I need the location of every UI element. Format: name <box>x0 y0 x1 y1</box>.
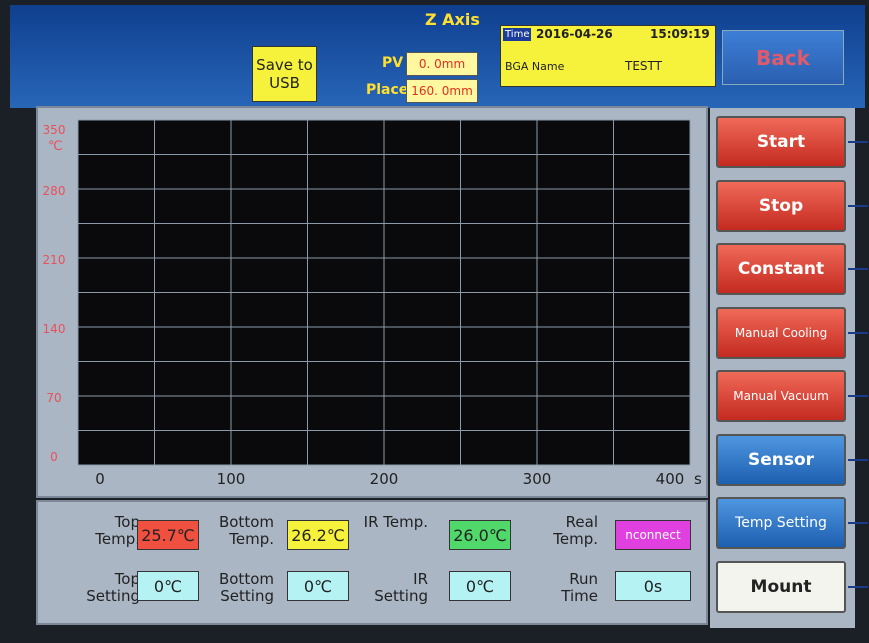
button-indicator <box>848 205 868 207</box>
y-tick-label: 70 <box>46 391 61 405</box>
clock: 15:09:19 <box>650 27 710 41</box>
y-tick-label: 350 <box>43 123 66 137</box>
side-button[interactable]: Start <box>716 116 846 168</box>
x-tick-label: 0 <box>95 470 105 488</box>
setting-label: Top Setting <box>72 571 140 605</box>
y-tick-label: 0 <box>50 450 58 464</box>
x-tick-label: 300 <box>523 470 552 488</box>
y-axis-label: ℃ <box>48 139 63 154</box>
button-indicator <box>848 586 868 588</box>
reading-label: Top Temp. <box>72 514 140 548</box>
y-tick-label: 210 <box>43 253 66 267</box>
side-button[interactable]: Manual Vacuum <box>716 370 846 422</box>
button-indicator <box>848 395 868 397</box>
pv-label: PV <box>382 55 403 71</box>
screen: Save to USB Z Axis PV 0. 0mm Place 160. … <box>0 0 869 643</box>
button-indicator <box>848 459 868 461</box>
reading-value: nconnect <box>615 520 691 550</box>
x-tick-label: 400 <box>656 470 685 488</box>
button-indicator <box>848 141 868 143</box>
side-button[interactable]: Temp Setting <box>716 497 846 549</box>
chart: 0 100 200 300 400 0 70 140 210 280 350 s ℃ <box>40 108 705 496</box>
setting-label: IR Setting <box>360 571 428 605</box>
date: 2016-04-26 <box>536 27 613 41</box>
side-button[interactable]: Sensor <box>716 434 846 486</box>
setting-label: Run Time <box>530 571 598 605</box>
button-indicator <box>848 268 868 270</box>
z-axis-title: Z Axis <box>425 10 480 29</box>
side-button[interactable]: Mount <box>716 561 846 613</box>
side-button[interactable]: Manual Cooling <box>716 307 846 359</box>
x-axis-label: s <box>694 470 702 488</box>
side-button[interactable]: Constant <box>716 243 846 295</box>
place-label: Place <box>366 82 408 98</box>
save-button[interactable]: Save to USB <box>252 46 317 102</box>
pv-value: 0. 0mm <box>406 52 478 76</box>
reading-value: 25.7℃ <box>137 520 199 550</box>
setting-value[interactable]: 0s <box>615 571 691 601</box>
bga-value: TESTT <box>625 59 662 73</box>
button-indicator <box>848 522 868 524</box>
x-tick-label: 200 <box>370 470 399 488</box>
reading-value: 26.2℃ <box>287 520 349 550</box>
reading-label: Real Temp. <box>530 514 598 548</box>
button-indicator <box>848 332 868 334</box>
y-tick-label: 280 <box>43 184 66 198</box>
y-tick-label: 140 <box>43 322 66 336</box>
setting-value[interactable]: 0℃ <box>137 571 199 601</box>
place-value: 160. 0mm <box>406 79 478 103</box>
x-tick-label: 100 <box>217 470 246 488</box>
reading-value: 26.0℃ <box>449 520 511 550</box>
side-button[interactable]: Stop <box>716 180 846 232</box>
bga-label: BGA Name <box>505 60 564 73</box>
reading-label: Bottom Temp. <box>206 514 274 548</box>
back-button[interactable]: Back <box>722 30 844 85</box>
setting-value[interactable]: 0℃ <box>287 571 349 601</box>
setting-label: Bottom Setting <box>206 571 274 605</box>
setting-value[interactable]: 0℃ <box>449 571 511 601</box>
time-label: Time <box>503 28 531 41</box>
reading-label: IR Temp. <box>360 514 428 531</box>
